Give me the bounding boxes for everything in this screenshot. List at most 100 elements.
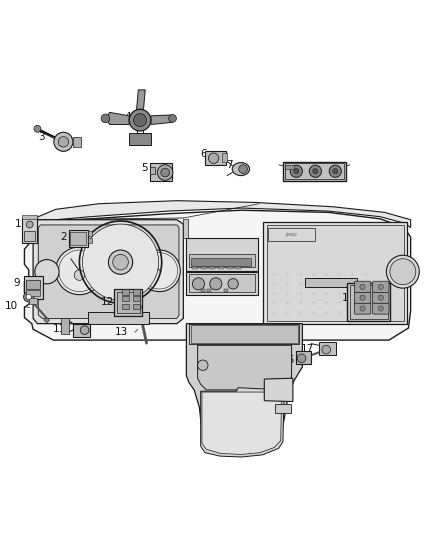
Circle shape bbox=[378, 295, 383, 300]
Text: 5: 5 bbox=[141, 163, 148, 173]
Text: 14: 14 bbox=[264, 391, 277, 400]
Circle shape bbox=[54, 132, 73, 151]
Text: 16: 16 bbox=[281, 354, 295, 365]
Text: 7: 7 bbox=[226, 160, 232, 169]
Text: 2: 2 bbox=[60, 232, 67, 242]
Bar bbox=[263, 222, 407, 324]
Bar bbox=[133, 304, 140, 309]
Circle shape bbox=[208, 153, 219, 164]
Circle shape bbox=[134, 114, 147, 127]
Bar bbox=[189, 324, 299, 344]
Bar bbox=[207, 289, 212, 293]
Bar bbox=[22, 218, 37, 243]
Bar bbox=[186, 238, 258, 271]
Text: 17: 17 bbox=[301, 344, 314, 354]
Text: 10: 10 bbox=[4, 301, 18, 311]
Polygon shape bbox=[33, 220, 184, 324]
Polygon shape bbox=[38, 225, 179, 318]
Bar bbox=[201, 266, 207, 269]
Bar bbox=[201, 289, 205, 293]
Circle shape bbox=[329, 165, 341, 177]
Text: 9: 9 bbox=[14, 278, 20, 288]
Circle shape bbox=[80, 326, 89, 335]
Bar bbox=[26, 290, 40, 295]
Circle shape bbox=[309, 165, 321, 177]
Circle shape bbox=[210, 278, 222, 290]
Circle shape bbox=[74, 270, 85, 280]
Text: 3: 3 bbox=[38, 132, 45, 142]
Circle shape bbox=[228, 279, 238, 289]
Circle shape bbox=[360, 306, 365, 311]
Bar bbox=[285, 165, 294, 169]
Bar bbox=[24, 276, 42, 298]
Polygon shape bbox=[44, 318, 49, 323]
Circle shape bbox=[139, 250, 180, 292]
Circle shape bbox=[297, 354, 306, 362]
Circle shape bbox=[360, 295, 365, 300]
Bar bbox=[22, 215, 37, 219]
Circle shape bbox=[192, 278, 205, 290]
Bar bbox=[150, 167, 155, 174]
Bar bbox=[117, 292, 140, 313]
Polygon shape bbox=[201, 387, 284, 457]
Bar bbox=[129, 133, 151, 146]
Bar bbox=[133, 289, 140, 295]
Bar bbox=[69, 230, 88, 247]
Circle shape bbox=[109, 250, 133, 274]
Bar bbox=[25, 231, 35, 240]
Text: 8: 8 bbox=[283, 162, 290, 172]
Bar bbox=[304, 278, 357, 287]
Text: 15: 15 bbox=[258, 405, 271, 415]
Circle shape bbox=[82, 224, 159, 300]
Bar bbox=[296, 351, 311, 364]
Bar bbox=[88, 238, 92, 243]
Bar bbox=[191, 325, 298, 343]
Circle shape bbox=[101, 114, 110, 123]
Polygon shape bbox=[106, 112, 129, 125]
Circle shape bbox=[322, 345, 331, 354]
Text: 1: 1 bbox=[14, 219, 21, 229]
Bar bbox=[209, 266, 215, 269]
Bar bbox=[192, 266, 198, 269]
Bar bbox=[133, 296, 140, 301]
Polygon shape bbox=[32, 201, 411, 228]
Bar bbox=[268, 229, 315, 241]
FancyBboxPatch shape bbox=[373, 281, 389, 293]
Text: 6: 6 bbox=[201, 149, 207, 159]
Bar bbox=[186, 272, 258, 295]
Polygon shape bbox=[88, 312, 148, 324]
Polygon shape bbox=[186, 324, 302, 456]
Circle shape bbox=[24, 292, 34, 302]
Bar bbox=[218, 266, 224, 269]
Circle shape bbox=[313, 168, 318, 174]
Circle shape bbox=[378, 284, 383, 289]
Bar bbox=[267, 225, 404, 321]
Bar bbox=[189, 254, 255, 268]
FancyBboxPatch shape bbox=[354, 292, 371, 303]
FancyBboxPatch shape bbox=[373, 292, 389, 303]
Circle shape bbox=[333, 168, 338, 174]
Polygon shape bbox=[264, 378, 293, 401]
Circle shape bbox=[239, 165, 247, 173]
Bar bbox=[71, 232, 86, 245]
FancyBboxPatch shape bbox=[373, 303, 389, 314]
Polygon shape bbox=[137, 90, 145, 109]
Circle shape bbox=[161, 168, 170, 177]
Polygon shape bbox=[151, 115, 173, 125]
Bar bbox=[205, 151, 226, 165]
Bar bbox=[189, 274, 255, 293]
Bar bbox=[150, 163, 172, 181]
Circle shape bbox=[56, 247, 103, 295]
Polygon shape bbox=[25, 210, 411, 340]
Bar bbox=[223, 289, 228, 293]
Bar bbox=[73, 324, 90, 337]
Text: 12: 12 bbox=[101, 297, 114, 307]
FancyBboxPatch shape bbox=[354, 303, 371, 314]
Bar bbox=[191, 258, 251, 265]
Bar bbox=[122, 304, 129, 309]
Bar bbox=[235, 266, 241, 269]
FancyBboxPatch shape bbox=[354, 281, 371, 293]
Circle shape bbox=[386, 255, 419, 288]
Bar bbox=[226, 266, 233, 269]
Bar bbox=[184, 219, 187, 238]
